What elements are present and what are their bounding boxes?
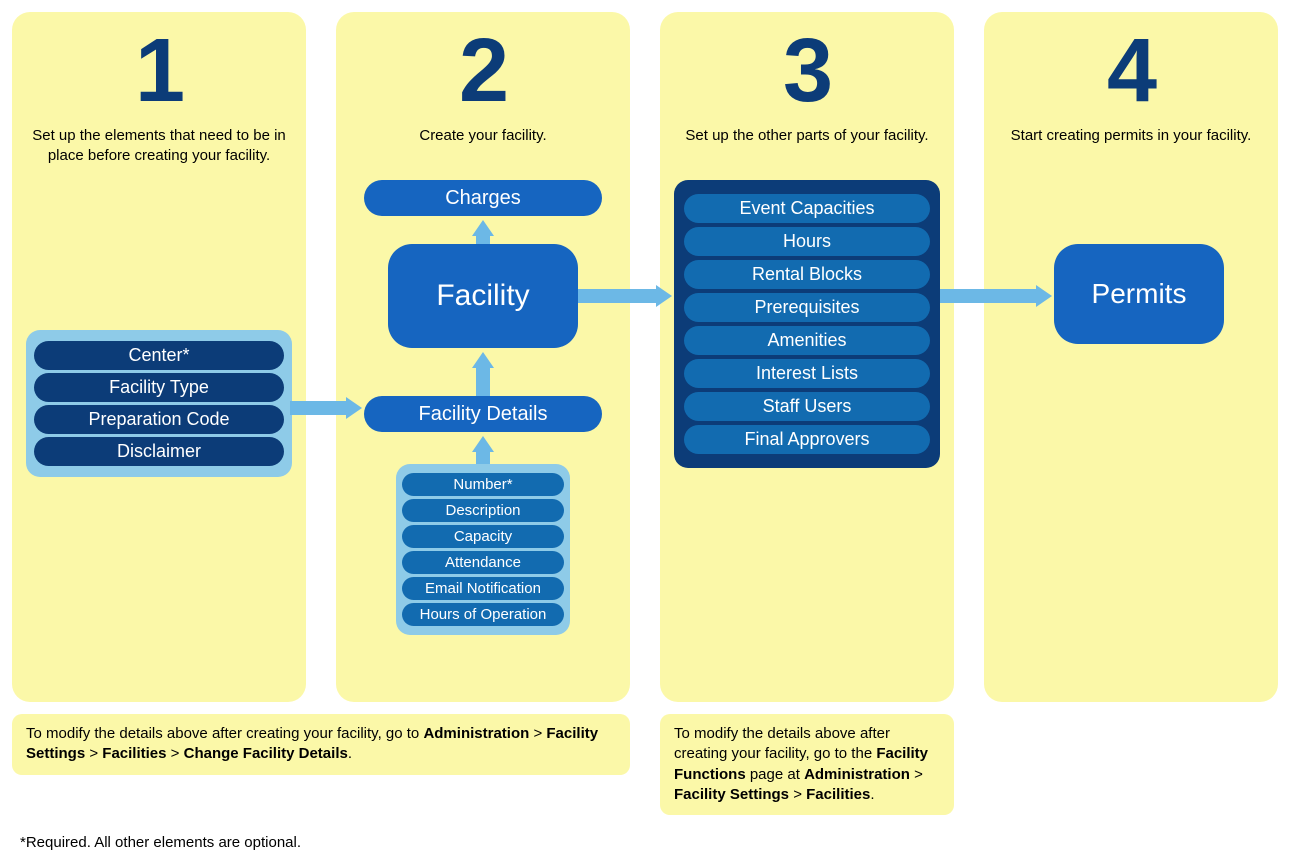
facility-node: Facility (388, 244, 578, 348)
step-number: 1 (30, 26, 288, 116)
prereq-item: Disclaimer (34, 437, 284, 466)
step-number: 2 (354, 26, 612, 116)
step-description: Set up the elements that need to be in p… (30, 126, 288, 165)
facility-part-item: Interest Lists (684, 359, 930, 388)
step1-prereq-group: Center* Facility Type Preparation Code Disc… (26, 330, 292, 477)
permits-node: Permits (1054, 244, 1224, 344)
footnote: *Required. All other elements are option… (20, 834, 1277, 851)
detail-item: Hours of Operation (402, 603, 564, 626)
facility-part-item: Prerequisites (684, 293, 930, 322)
step-description: Set up the other parts of your facility. (678, 126, 936, 146)
facility-part-item: Amenities (684, 326, 930, 355)
prereq-item: Center* (34, 341, 284, 370)
step-description: Create your facility. (354, 126, 612, 146)
facility-part-item: Hours (684, 227, 930, 256)
facility-part-item: Event Capacities (684, 194, 930, 223)
facility-details-node: Facility Details (364, 396, 602, 432)
detail-item: Number* (402, 473, 564, 496)
prereq-item: Facility Type (34, 373, 284, 402)
note-facility-functions: To modify the details above after creati… (660, 714, 954, 815)
detail-item: Capacity (402, 525, 564, 548)
charges-node: Charges (364, 180, 602, 216)
step-description: Start creating permits in your facility. (1002, 126, 1260, 146)
facility-part-item: Final Approvers (684, 425, 930, 454)
prereq-item: Preparation Code (34, 405, 284, 434)
detail-item: Description (402, 499, 564, 522)
step-number: 4 (1002, 26, 1260, 116)
step-number: 3 (678, 26, 936, 116)
step-4-panel: 4 Start creating permits in your facility… (984, 12, 1278, 702)
detail-item: Email Notification (402, 577, 564, 600)
facility-part-item: Rental Blocks (684, 260, 930, 289)
facility-part-item: Staff Users (684, 392, 930, 421)
note-modify-details: To modify the details above after creati… (12, 714, 630, 775)
step3-parts-group: Event Capacities Hours Rental Blocks Prereq… (674, 180, 940, 468)
facility-details-group: Number* Description Capacity Attendance Emai… (396, 464, 570, 635)
detail-item: Attendance (402, 551, 564, 574)
